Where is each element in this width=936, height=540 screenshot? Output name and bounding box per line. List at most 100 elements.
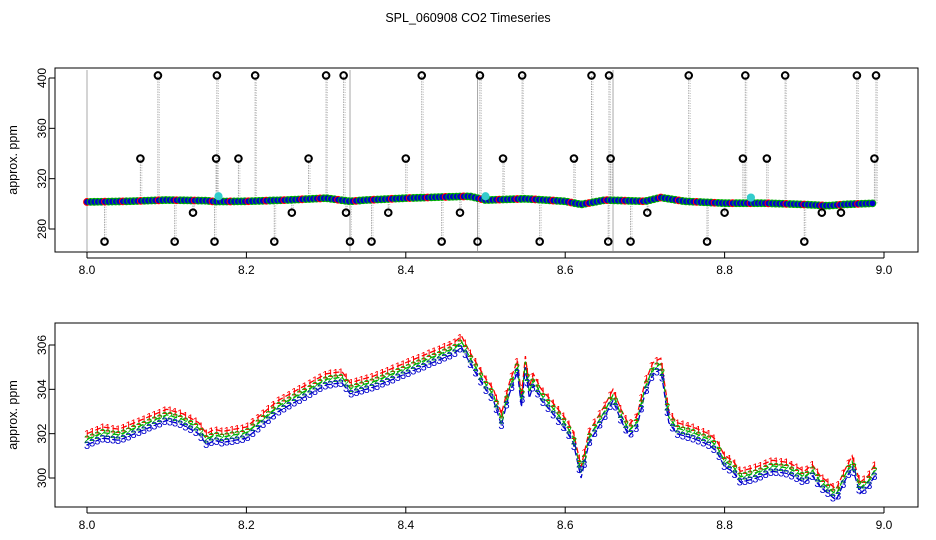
series-2-marker: 2 (799, 471, 805, 483)
series-2-marker: 2 (571, 436, 577, 448)
series-2-marker: 2 (353, 381, 359, 393)
top-plot-frame (54, 67, 919, 253)
outlier-point (383, 208, 393, 217)
series-2-marker: 2 (224, 431, 230, 443)
series-2-marker: 2 (286, 395, 292, 407)
series-2-marker: 2 (265, 409, 271, 421)
series-3-marker: 3 (535, 388, 541, 400)
top-x-tick-label: 8.4 (397, 263, 414, 277)
series-2-marker: 2 (628, 423, 634, 435)
series-1-marker: 1 (162, 405, 168, 417)
series-1-marker: 1 (151, 409, 157, 421)
series-1-marker: 1 (664, 396, 670, 408)
series-3-marker: 3 (649, 372, 655, 384)
series-1-marker: 1 (690, 422, 696, 434)
series-3-marker: 3 (809, 471, 815, 483)
series-2-marker: 2 (581, 453, 587, 465)
series-2-marker: 2 (291, 392, 297, 404)
series-3-marker: 3 (664, 407, 670, 419)
series-3-marker: 3 (462, 349, 468, 361)
top-y-tick-label: 280 (35, 219, 49, 239)
outlier-point (345, 237, 355, 246)
outlier-point (210, 237, 219, 246)
series-1-marker: 1 (856, 473, 862, 485)
series-3-marker: 3 (156, 418, 162, 430)
series-3-marker: 3 (618, 414, 624, 426)
series-1-marker: 1 (488, 381, 494, 393)
series-1-marker: 1 (721, 450, 727, 462)
series-2-marker: 2 (364, 379, 370, 391)
series-3-marker: 3 (659, 372, 665, 384)
series-3-marker: 3 (519, 394, 525, 406)
series-3-marker: 3 (597, 420, 603, 432)
series-2-marker: 2 (550, 404, 556, 416)
series-2-marker: 2 (685, 426, 691, 438)
series-1-marker: 1 (768, 456, 774, 468)
series-3-marker: 3 (333, 379, 339, 391)
series-2-marker: 2 (302, 386, 308, 398)
series-3-marker: 3 (566, 430, 572, 442)
series-2-marker: 2 (659, 367, 665, 379)
outlier-point (535, 237, 544, 246)
series-2-marker: 2 (374, 375, 380, 387)
series-2-marker: 2 (333, 373, 339, 385)
series-1-marker: 1 (675, 418, 681, 430)
series-1-marker: 1 (783, 457, 789, 469)
series-2-marker: 2 (752, 468, 758, 480)
series-1-marker: 1 (509, 371, 515, 383)
series-2-marker: 2 (695, 430, 701, 442)
series-2-marker: 2 (773, 461, 779, 473)
top-x-tick-label: 8.8 (716, 263, 733, 277)
outlier-point (212, 71, 222, 80)
series-3-marker: 3 (188, 424, 194, 436)
series-3-marker: 3 (628, 429, 634, 441)
series-1-marker: 1 (410, 355, 416, 367)
series-3-marker: 3 (633, 423, 639, 435)
series-2-marker: 2 (638, 398, 644, 410)
series-3-marker: 3 (110, 434, 116, 446)
series-3-marker: 3 (312, 386, 318, 398)
outlier-point (250, 71, 260, 80)
series-3-marker: 3 (737, 476, 743, 488)
series-3-marker: 3 (820, 484, 826, 496)
series-1-marker: 1 (571, 430, 577, 442)
series-3-marker: 3 (783, 468, 789, 480)
series-1-marker: 1 (400, 359, 406, 371)
series-3-marker: 3 (695, 435, 701, 447)
series-3-marker: 3 (602, 411, 608, 423)
series-2-marker: 2 (208, 432, 214, 444)
series-1-marker: 1 (659, 361, 665, 373)
series-1-marker: 1 (260, 408, 266, 420)
series-2-marker: 2 (540, 392, 546, 404)
series-1-marker: 1 (483, 374, 489, 386)
series-3-marker: 3 (296, 395, 302, 407)
series-3-marker: 3 (348, 388, 354, 400)
series-3-marker: 3 (851, 467, 857, 479)
series-1-marker: 1 (861, 474, 867, 486)
series-3-marker: 3 (327, 379, 333, 391)
outlier-point (517, 71, 527, 80)
outlier-point (642, 208, 652, 217)
series-1-marker: 1 (84, 429, 90, 441)
series-2-marker: 2 (89, 432, 95, 444)
outlier-point (136, 154, 145, 163)
series-2-marker: 2 (711, 439, 717, 451)
series-3-marker: 3 (540, 397, 546, 409)
top-y-tick-label: 320 (35, 168, 49, 188)
series-3-marker: 3 (757, 471, 763, 483)
outlier-point (762, 154, 772, 163)
series-2-marker: 2 (182, 416, 188, 428)
series-1-marker: 1 (628, 418, 634, 430)
series-2-marker: 2 (535, 383, 541, 395)
series-3-marker: 3 (193, 427, 199, 439)
series-3-marker: 3 (592, 428, 598, 440)
series-3-marker: 3 (732, 469, 738, 481)
series-3-marker: 3 (255, 423, 261, 435)
series-1-marker: 1 (747, 464, 753, 476)
series-1-marker: 1 (612, 390, 618, 402)
series-3-marker: 3 (374, 381, 380, 393)
series-1-marker: 1 (524, 367, 530, 379)
top-x-tick-label: 8.6 (557, 263, 574, 277)
series-3-marker: 3 (245, 432, 251, 444)
series-1-marker: 1 (415, 352, 421, 364)
